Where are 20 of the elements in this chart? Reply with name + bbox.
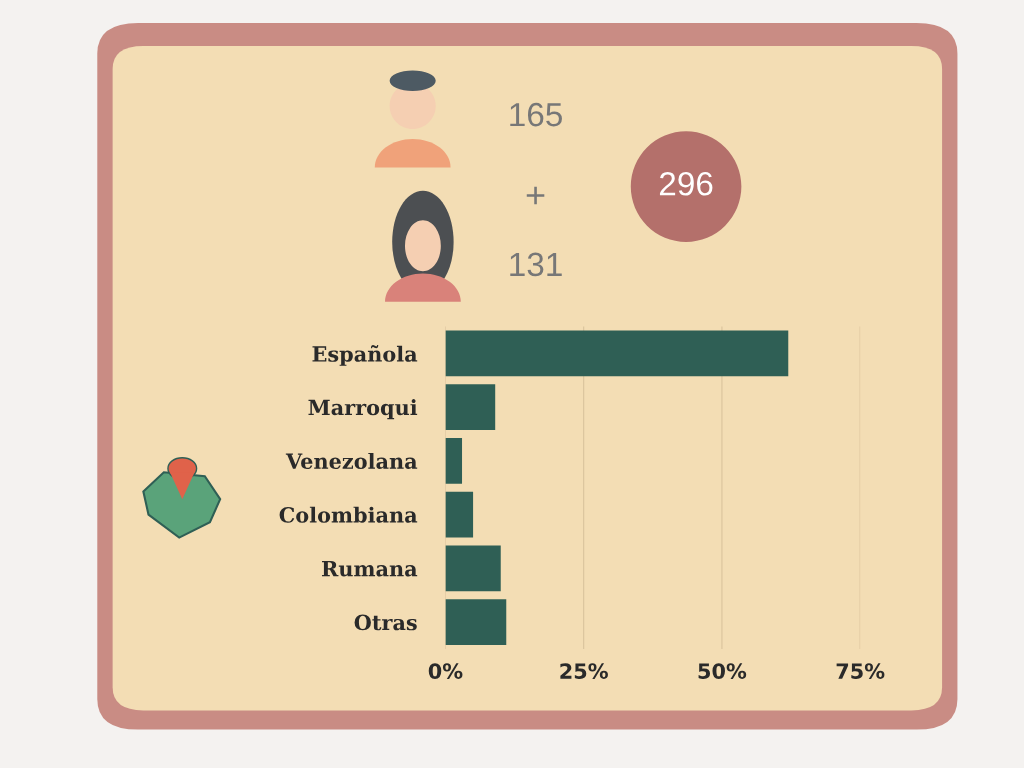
- y-tick-label: Marroqui: [308, 399, 418, 420]
- y-tick-label: Venezolana: [285, 452, 418, 470]
- y-tick-label: Rumana: [321, 561, 418, 577]
- bar: [445, 491, 474, 538]
- x-tick-label: 25%: [560, 663, 608, 679]
- text: 296: [659, 171, 713, 196]
- x-tick-label: 50%: [698, 663, 747, 679]
- x-tick-label: 0%: [428, 663, 463, 679]
- bar: [445, 330, 789, 377]
- bar: [445, 599, 507, 645]
- text: 165: [510, 102, 562, 127]
- bar: [445, 545, 501, 592]
- text: +: [526, 186, 545, 205]
- text: 131: [510, 252, 562, 277]
- x-tick-label: 75%: [836, 663, 885, 679]
- y-tick-label: Española: [312, 345, 418, 366]
- bar: [445, 437, 463, 484]
- y-tick-label: Otras: [354, 614, 417, 631]
- bar: [445, 384, 496, 430]
- y-tick-label: Colombiana: [279, 506, 418, 523]
